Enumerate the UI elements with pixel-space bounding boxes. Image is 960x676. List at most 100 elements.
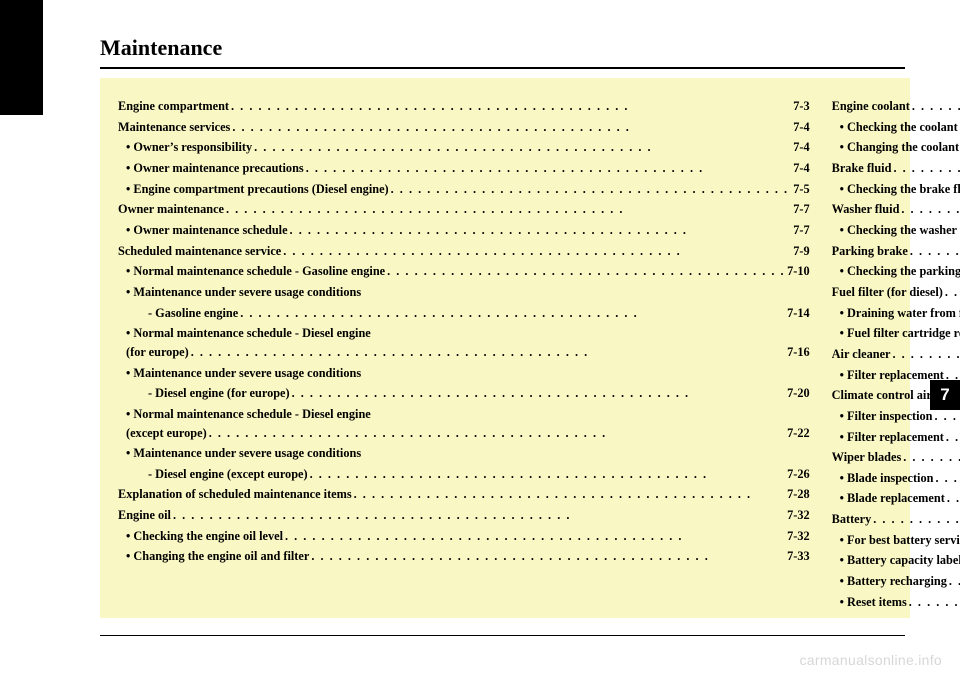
toc-label: Engine oil bbox=[118, 505, 171, 526]
toc-label: • Checking the coolant level bbox=[840, 117, 960, 138]
toc-label: • Engine compartment precautions (Diesel… bbox=[126, 179, 389, 200]
toc-entry: • Checking the engine oil level . . . . … bbox=[118, 526, 810, 547]
toc-entry: Explanation of scheduled maintenance ite… bbox=[118, 484, 810, 505]
toc-leader: . . . . . . . . . . . . . . . . . . . . … bbox=[238, 303, 787, 324]
toc-entry: Washer fluid . . . . . . . . . . . . . .… bbox=[832, 199, 960, 220]
toc-entry: • Normal maintenance schedule - Diesel e… bbox=[118, 404, 810, 425]
toc-entry: Engine oil . . . . . . . . . . . . . . .… bbox=[118, 505, 810, 526]
toc-label: Owner maintenance bbox=[118, 199, 224, 220]
toc-label: • Normal maintenance schedule - Diesel e… bbox=[126, 404, 371, 425]
toc-label: • Battery recharging bbox=[840, 571, 947, 592]
toc-label: Air cleaner bbox=[832, 344, 891, 365]
toc-label: • Maintenance under severe usage conditi… bbox=[126, 282, 361, 303]
toc-label: (for europe) bbox=[126, 342, 189, 363]
toc-leader: . . . . . . . . . . . . . . . . . . . . … bbox=[281, 241, 793, 262]
toc-label: • Normal maintenance schedule - Gasoline… bbox=[126, 261, 385, 282]
toc-label: • Filter replacement bbox=[840, 365, 944, 386]
toc-leader: . . . . . . . . . . . . . . . . . . . . … bbox=[304, 158, 794, 179]
toc-leader: . . . . . . . . . . . . . . . . . . . . … bbox=[944, 427, 960, 448]
toc-entry: • Maintenance under severe usage conditi… bbox=[118, 363, 810, 384]
toc-entry: Scheduled maintenance service . . . . . … bbox=[118, 241, 810, 262]
toc-leader: . . . . . . . . . . . . . . . . . . . . … bbox=[947, 571, 960, 592]
toc-entry: • Engine compartment precautions (Diesel… bbox=[118, 179, 810, 200]
toc-label: Parking brake bbox=[832, 241, 908, 262]
toc-leader: . . . . . . . . . . . . . . . . . . . . … bbox=[890, 344, 960, 365]
toc-label: • Fuel filter cartridge replacement bbox=[840, 323, 960, 344]
corner-block bbox=[0, 0, 43, 115]
toc-page: 7-32 bbox=[787, 505, 810, 526]
toc-entry: • Checking the coolant level . . . . . .… bbox=[832, 117, 960, 138]
toc-entry: • Reset items . . . . . . . . . . . . . … bbox=[832, 592, 960, 613]
toc-leader: . . . . . . . . . . . . . . . . . . . . … bbox=[901, 447, 960, 468]
toc-column-right: Engine coolant . . . . . . . . . . . . .… bbox=[832, 96, 960, 600]
toc-label: Maintenance services bbox=[118, 117, 230, 138]
toc-leader: . . . . . . . . . . . . . . . . . . . . … bbox=[171, 505, 787, 526]
toc-label: • Owner maintenance precautions bbox=[126, 158, 304, 179]
toc-label: Washer fluid bbox=[832, 199, 900, 220]
toc-entry: Air cleaner . . . . . . . . . . . . . . … bbox=[832, 344, 960, 365]
toc-entry: • Changing the engine oil and filter . .… bbox=[118, 546, 810, 567]
toc-entry: (except europe) . . . . . . . . . . . . … bbox=[118, 423, 810, 444]
toc-label: • Changing the engine oil and filter bbox=[126, 546, 309, 567]
toc-entry: Owner maintenance . . . . . . . . . . . … bbox=[118, 199, 810, 220]
toc-label: - Diesel engine (except europe) bbox=[148, 464, 308, 485]
toc-entry: (for europe) . . . . . . . . . . . . . .… bbox=[118, 342, 810, 363]
toc-label: • Checking the brake fluid level bbox=[840, 179, 960, 200]
toc-label: Explanation of scheduled maintenance ite… bbox=[118, 484, 352, 505]
toc-page: 7-5 bbox=[793, 179, 809, 200]
toc-label: • Blade inspection bbox=[840, 468, 934, 489]
toc-entry: • Battery capacity label . . . . . . . .… bbox=[832, 550, 960, 571]
toc-page: 7-3 bbox=[793, 96, 809, 117]
toc-entry: • Owner maintenance precautions . . . . … bbox=[118, 158, 810, 179]
toc-label: • Owner’s responsibility bbox=[126, 137, 252, 158]
toc-leader: . . . . . . . . . . . . . . . . . . . . … bbox=[385, 261, 787, 282]
toc-page: 7-26 bbox=[787, 464, 810, 485]
title-bar: Maintenance bbox=[100, 35, 905, 69]
toc-entry: Wiper blades . . . . . . . . . . . . . .… bbox=[832, 447, 960, 468]
toc-leader: . . . . . . . . . . . . . . . . . . . . … bbox=[352, 484, 787, 505]
toc-entry: • Blade inspection . . . . . . . . . . .… bbox=[832, 468, 960, 489]
toc-entry: Engine compartment . . . . . . . . . . .… bbox=[118, 96, 810, 117]
toc-leader: . . . . . . . . . . . . . . . . . . . . … bbox=[189, 342, 787, 363]
toc-page: 7-4 bbox=[793, 137, 809, 158]
toc-label: • Filter inspection bbox=[840, 406, 933, 427]
toc-leader: . . . . . . . . . . . . . . . . . . . . … bbox=[308, 464, 788, 485]
toc-label: • Checking the engine oil level bbox=[126, 526, 283, 547]
toc-leader: . . . . . . . . . . . . . . . . . . . . … bbox=[908, 241, 960, 262]
toc-label: • Changing the coolant bbox=[840, 137, 959, 158]
toc-page: 7-16 bbox=[787, 342, 810, 363]
toc-leader: . . . . . . . . . . . . . . . . . . . . … bbox=[389, 179, 794, 200]
toc-page: 7-4 bbox=[793, 117, 809, 138]
toc-leader: . . . . . . . . . . . . . . . . . . . . … bbox=[207, 423, 787, 444]
toc-entry: • Changing the coolant . . . . . . . . .… bbox=[832, 137, 960, 158]
toc-entry: • For best battery service . . . . . . .… bbox=[832, 530, 960, 551]
toc-label: • Checking the parking brake bbox=[840, 261, 960, 282]
toc-label: Brake fluid bbox=[832, 158, 892, 179]
toc-entry: • Owner maintenance schedule . . . . . .… bbox=[118, 220, 810, 241]
toc-leader: . . . . . . . . . . . . . . . . . . . . … bbox=[907, 592, 960, 613]
toc-entry: Battery . . . . . . . . . . . . . . . . … bbox=[832, 509, 960, 530]
toc-page: 7-7 bbox=[793, 199, 809, 220]
toc-entry: • Fuel filter cartridge replacement . . … bbox=[832, 323, 960, 344]
toc-label: • Normal maintenance schedule - Diesel e… bbox=[126, 323, 371, 344]
toc-leader: . . . . . . . . . . . . . . . . . . . . … bbox=[224, 199, 793, 220]
toc-leader: . . . . . . . . . . . . . . . . . . . . … bbox=[891, 158, 960, 179]
toc-entry: Engine coolant . . . . . . . . . . . . .… bbox=[832, 96, 960, 117]
toc-entry: Fuel filter (for diesel) . . . . . . . .… bbox=[832, 282, 960, 303]
toc-leader: . . . . . . . . . . . . . . . . . . . . … bbox=[309, 546, 787, 567]
toc-entry: • Maintenance under severe usage conditi… bbox=[118, 282, 810, 303]
toc-page: 7-9 bbox=[793, 241, 809, 262]
toc-entry: • Maintenance under severe usage conditi… bbox=[118, 443, 810, 464]
bottom-rule bbox=[100, 635, 905, 636]
toc-leader: . . . . . . . . . . . . . . . . . . . . … bbox=[252, 137, 793, 158]
toc-label: Fuel filter (for diesel) bbox=[832, 282, 943, 303]
toc-entry: Brake fluid . . . . . . . . . . . . . . … bbox=[832, 158, 960, 179]
toc-label: Engine coolant bbox=[832, 96, 910, 117]
toc-leader: . . . . . . . . . . . . . . . . . . . . … bbox=[945, 488, 960, 509]
toc-page: 7-28 bbox=[787, 484, 810, 505]
toc-page: 7-14 bbox=[787, 303, 810, 324]
toc-leader: . . . . . . . . . . . . . . . . . . . . … bbox=[910, 96, 960, 117]
toc-entry: • Checking the parking brake . . . . . .… bbox=[832, 261, 960, 282]
toc-label: Battery bbox=[832, 509, 872, 530]
toc-entry: Maintenance services . . . . . . . . . .… bbox=[118, 117, 810, 138]
